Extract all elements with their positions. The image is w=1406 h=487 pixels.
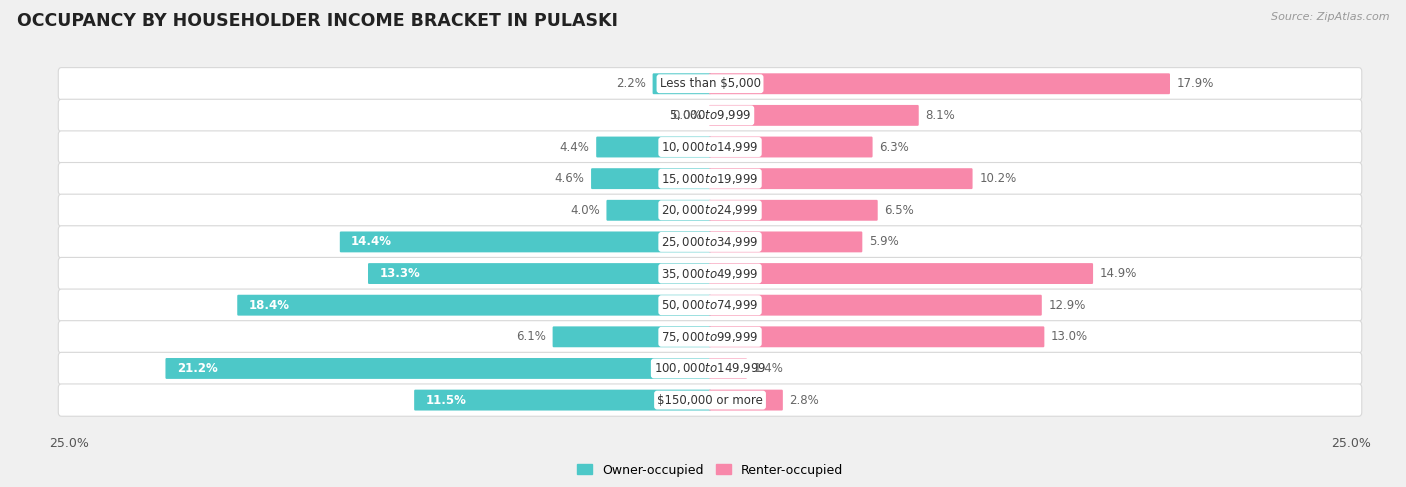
- FancyBboxPatch shape: [58, 68, 1362, 100]
- FancyBboxPatch shape: [415, 390, 711, 411]
- Text: 5.9%: 5.9%: [869, 235, 898, 248]
- Text: 13.0%: 13.0%: [1052, 330, 1088, 343]
- FancyBboxPatch shape: [709, 136, 873, 157]
- FancyBboxPatch shape: [58, 352, 1362, 385]
- Text: 2.8%: 2.8%: [790, 393, 820, 407]
- Text: $75,000 to $99,999: $75,000 to $99,999: [661, 330, 759, 344]
- FancyBboxPatch shape: [709, 263, 1092, 284]
- Text: 11.5%: 11.5%: [426, 393, 467, 407]
- Text: 6.3%: 6.3%: [879, 141, 910, 153]
- FancyBboxPatch shape: [340, 231, 711, 252]
- Text: $5,000 to $9,999: $5,000 to $9,999: [669, 109, 751, 122]
- FancyBboxPatch shape: [709, 74, 1170, 94]
- FancyBboxPatch shape: [709, 326, 1045, 347]
- FancyBboxPatch shape: [58, 289, 1362, 321]
- FancyBboxPatch shape: [709, 200, 877, 221]
- Text: 1.4%: 1.4%: [754, 362, 783, 375]
- Text: 21.2%: 21.2%: [177, 362, 218, 375]
- Text: 13.3%: 13.3%: [380, 267, 420, 280]
- Text: 8.1%: 8.1%: [925, 109, 955, 122]
- FancyBboxPatch shape: [709, 358, 747, 379]
- FancyBboxPatch shape: [58, 194, 1362, 226]
- FancyBboxPatch shape: [58, 226, 1362, 258]
- Text: 6.5%: 6.5%: [884, 204, 914, 217]
- Text: 14.4%: 14.4%: [352, 235, 392, 248]
- FancyBboxPatch shape: [709, 390, 783, 411]
- FancyBboxPatch shape: [652, 74, 711, 94]
- FancyBboxPatch shape: [709, 231, 862, 252]
- Text: 6.1%: 6.1%: [516, 330, 546, 343]
- Legend: Owner-occupied, Renter-occupied: Owner-occupied, Renter-occupied: [572, 459, 848, 482]
- Text: 12.9%: 12.9%: [1049, 299, 1085, 312]
- FancyBboxPatch shape: [591, 168, 711, 189]
- Text: $20,000 to $24,999: $20,000 to $24,999: [661, 203, 759, 217]
- FancyBboxPatch shape: [553, 326, 711, 347]
- Text: 10.2%: 10.2%: [979, 172, 1017, 185]
- Text: $10,000 to $14,999: $10,000 to $14,999: [661, 140, 759, 154]
- Text: 4.6%: 4.6%: [554, 172, 585, 185]
- Text: OCCUPANCY BY HOUSEHOLDER INCOME BRACKET IN PULASKI: OCCUPANCY BY HOUSEHOLDER INCOME BRACKET …: [17, 12, 617, 30]
- Text: $150,000 or more: $150,000 or more: [657, 393, 763, 407]
- FancyBboxPatch shape: [709, 295, 1042, 316]
- Text: 14.9%: 14.9%: [1099, 267, 1137, 280]
- Text: 4.4%: 4.4%: [560, 141, 589, 153]
- Text: 0.0%: 0.0%: [672, 109, 703, 122]
- Text: Less than $5,000: Less than $5,000: [659, 77, 761, 90]
- Text: 18.4%: 18.4%: [249, 299, 290, 312]
- FancyBboxPatch shape: [58, 163, 1362, 195]
- FancyBboxPatch shape: [709, 105, 918, 126]
- Text: 2.2%: 2.2%: [616, 77, 645, 90]
- Text: $25,000 to $34,999: $25,000 to $34,999: [661, 235, 759, 249]
- Text: 4.0%: 4.0%: [569, 204, 600, 217]
- FancyBboxPatch shape: [709, 168, 973, 189]
- FancyBboxPatch shape: [606, 200, 711, 221]
- FancyBboxPatch shape: [58, 131, 1362, 163]
- FancyBboxPatch shape: [58, 384, 1362, 416]
- FancyBboxPatch shape: [596, 136, 711, 157]
- Text: Source: ZipAtlas.com: Source: ZipAtlas.com: [1271, 12, 1389, 22]
- FancyBboxPatch shape: [58, 258, 1362, 290]
- FancyBboxPatch shape: [238, 295, 711, 316]
- Text: 17.9%: 17.9%: [1177, 77, 1213, 90]
- FancyBboxPatch shape: [58, 320, 1362, 353]
- Text: $100,000 to $149,999: $100,000 to $149,999: [654, 361, 766, 375]
- FancyBboxPatch shape: [166, 358, 711, 379]
- FancyBboxPatch shape: [368, 263, 711, 284]
- Text: $15,000 to $19,999: $15,000 to $19,999: [661, 171, 759, 186]
- Text: $35,000 to $49,999: $35,000 to $49,999: [661, 266, 759, 281]
- FancyBboxPatch shape: [58, 99, 1362, 131]
- Text: $50,000 to $74,999: $50,000 to $74,999: [661, 298, 759, 312]
